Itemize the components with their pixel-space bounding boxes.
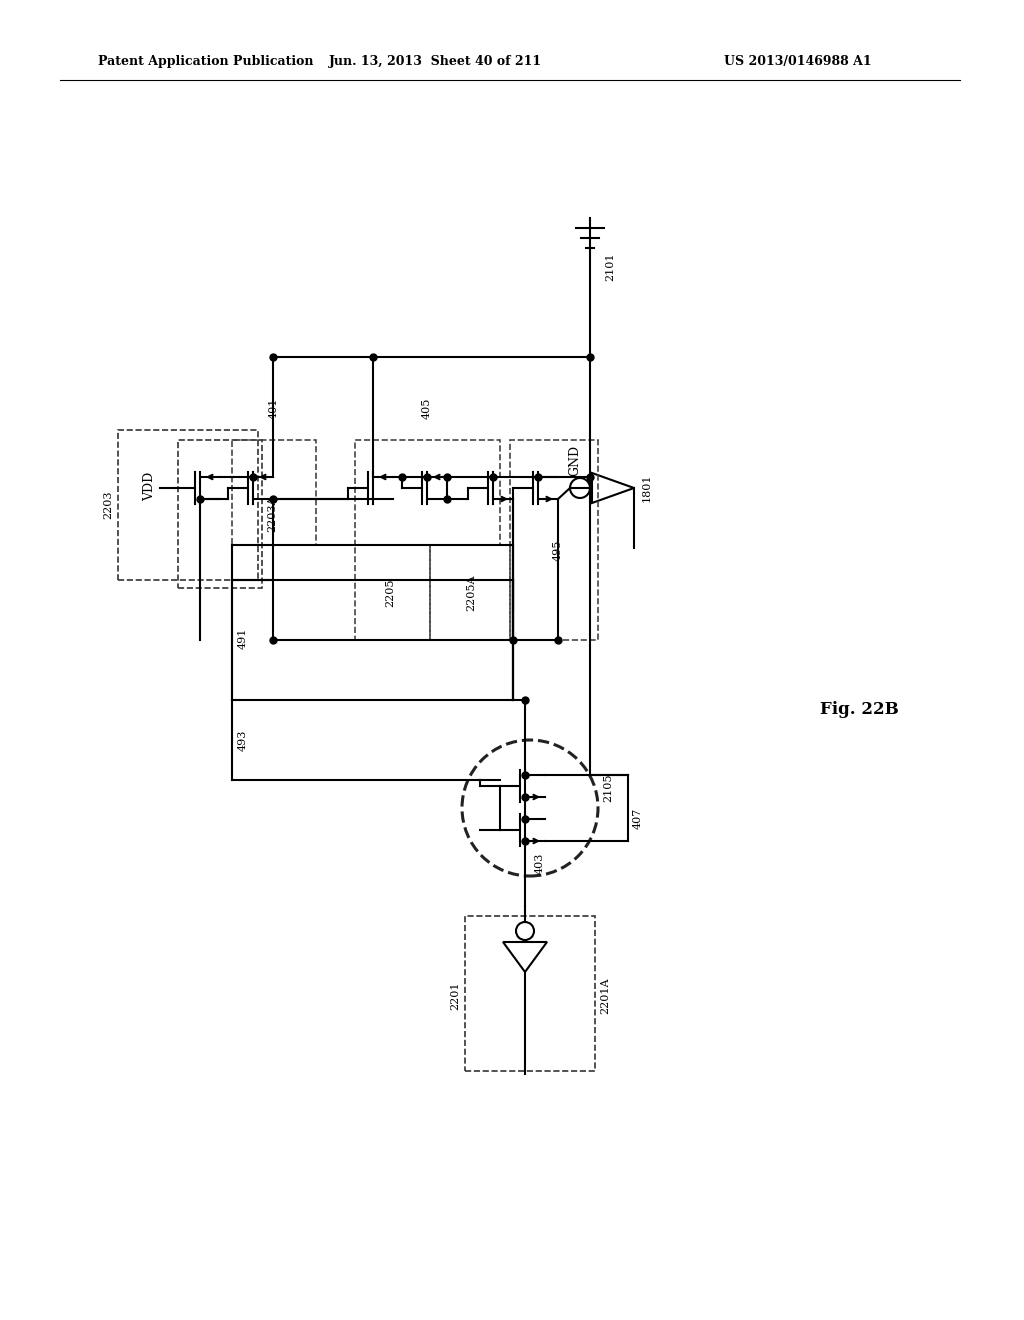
Text: US 2013/0146988 A1: US 2013/0146988 A1 <box>724 55 871 69</box>
Text: 491: 491 <box>238 627 248 648</box>
Text: 495: 495 <box>553 540 563 561</box>
Text: Fig. 22B: Fig. 22B <box>820 701 899 718</box>
Text: 405: 405 <box>422 397 432 418</box>
Bar <box>355 440 500 545</box>
Text: 401: 401 <box>269 397 279 418</box>
Text: 407: 407 <box>633 808 643 829</box>
Text: Jun. 13, 2013  Sheet 40 of 211: Jun. 13, 2013 Sheet 40 of 211 <box>329 55 542 69</box>
Bar <box>118 430 258 579</box>
Text: 493: 493 <box>238 730 248 751</box>
Bar <box>465 916 595 1071</box>
Text: 2205: 2205 <box>385 578 395 607</box>
Text: 2205A: 2205A <box>466 574 476 611</box>
Bar <box>232 440 316 545</box>
Bar <box>178 440 262 587</box>
Bar <box>355 545 430 640</box>
Text: VDD: VDD <box>143 471 157 500</box>
Text: 403: 403 <box>535 853 545 874</box>
Text: 2101: 2101 <box>605 252 615 281</box>
Text: 2203A: 2203A <box>267 496 278 532</box>
Text: 2203: 2203 <box>103 491 113 519</box>
Bar <box>430 545 510 640</box>
Text: Patent Application Publication: Patent Application Publication <box>98 55 313 69</box>
Text: 2201A: 2201A <box>600 978 610 1014</box>
Text: 2201: 2201 <box>450 982 460 1010</box>
Text: 1801: 1801 <box>642 474 652 502</box>
Bar <box>510 440 598 640</box>
Text: 2105: 2105 <box>603 774 613 803</box>
Text: GND: GND <box>568 445 582 475</box>
